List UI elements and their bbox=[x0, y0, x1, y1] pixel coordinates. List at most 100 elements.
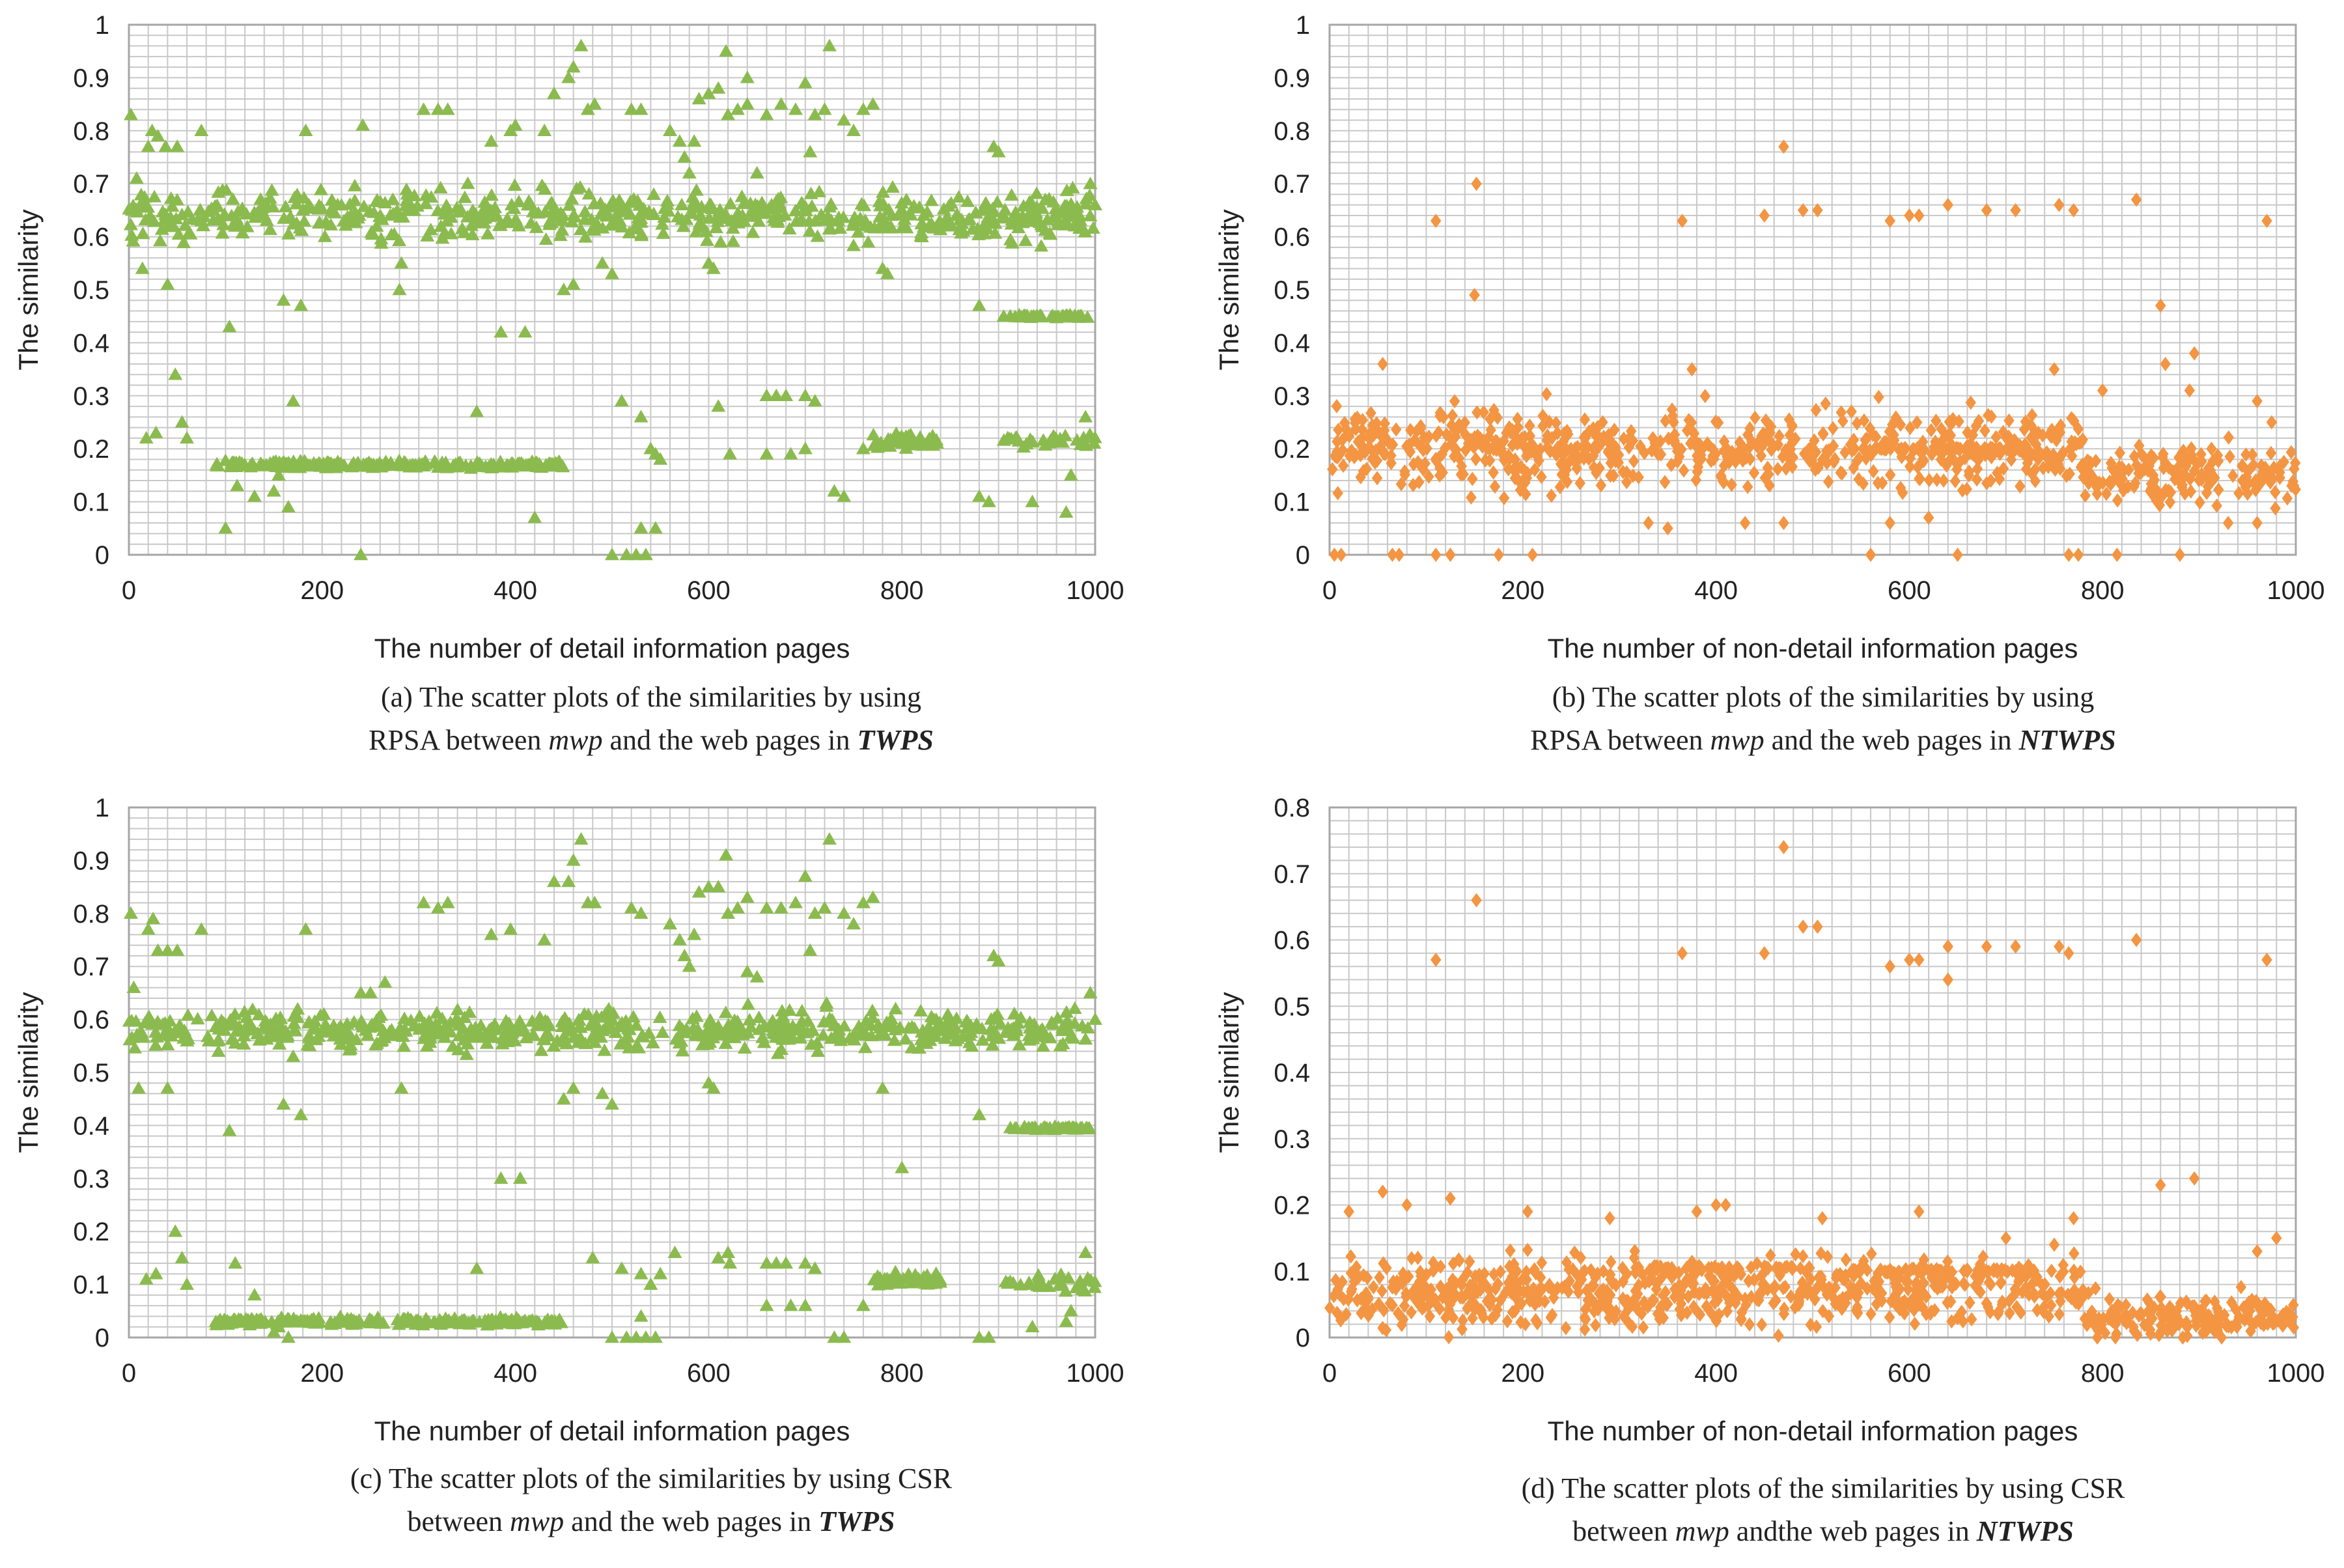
data-point bbox=[1506, 1285, 1517, 1300]
data-point bbox=[1911, 415, 1923, 430]
data-point bbox=[888, 1001, 903, 1015]
data-point bbox=[1739, 516, 1751, 531]
caption-text: and the web pages in bbox=[564, 1505, 818, 1537]
data-point bbox=[2160, 456, 2171, 471]
data-point bbox=[1447, 1256, 1459, 1271]
data-point bbox=[1580, 1312, 1591, 1327]
data-point bbox=[1349, 415, 1361, 430]
data-point bbox=[1613, 447, 1625, 462]
data-point bbox=[1447, 408, 1458, 423]
data-point bbox=[1877, 475, 1888, 490]
data-point bbox=[262, 222, 277, 235]
data-point bbox=[2028, 1263, 2040, 1278]
data-point bbox=[2186, 1299, 2198, 1314]
data-point bbox=[452, 1316, 467, 1330]
data-point bbox=[419, 196, 434, 210]
data-point bbox=[1471, 176, 1482, 191]
data-point bbox=[615, 1016, 630, 1029]
data-point bbox=[706, 1081, 721, 1094]
data-point bbox=[652, 1010, 667, 1023]
data-point bbox=[154, 222, 169, 235]
data-point bbox=[1485, 423, 1496, 438]
data-point bbox=[370, 193, 385, 206]
data-point bbox=[507, 178, 522, 191]
data-point bbox=[128, 1041, 143, 1054]
data-point bbox=[614, 393, 629, 407]
data-point bbox=[782, 221, 797, 234]
data-point bbox=[1782, 442, 1793, 457]
data-point bbox=[443, 1015, 458, 1028]
data-point bbox=[911, 1272, 926, 1285]
data-point bbox=[2156, 1300, 2167, 1315]
data-point bbox=[893, 1020, 908, 1033]
data-point bbox=[1649, 1259, 1660, 1274]
data-point bbox=[580, 102, 595, 115]
data-point bbox=[412, 1009, 427, 1022]
data-point bbox=[391, 233, 406, 247]
data-point bbox=[217, 207, 232, 220]
data-point bbox=[288, 459, 303, 473]
data-point bbox=[1913, 1204, 1925, 1219]
data-point bbox=[537, 123, 552, 137]
data-point bbox=[2083, 475, 2094, 490]
data-point bbox=[1472, 405, 1483, 420]
data-point bbox=[1470, 451, 1481, 466]
data-point bbox=[481, 1313, 496, 1326]
data-point bbox=[2270, 501, 2281, 516]
data-point bbox=[469, 404, 484, 417]
data-point bbox=[1536, 469, 1547, 484]
data-point bbox=[139, 1272, 154, 1285]
data-point bbox=[684, 206, 699, 219]
data-point bbox=[858, 1040, 872, 1054]
grid bbox=[128, 807, 1096, 1338]
data-point bbox=[653, 1267, 668, 1280]
caption-text: between bbox=[1572, 1515, 1675, 1547]
data-point bbox=[641, 1026, 656, 1039]
data-point bbox=[622, 1041, 637, 1054]
data-point bbox=[914, 229, 929, 242]
data-point bbox=[2160, 356, 2171, 371]
y-tick-label: 0 bbox=[95, 1324, 109, 1352]
data-point bbox=[675, 1044, 690, 1057]
caption-line-2: between mwp andthe web pages in NTWPS bbox=[1572, 1515, 2074, 1547]
data-point bbox=[1331, 399, 1343, 413]
data-point bbox=[289, 197, 304, 210]
data-point bbox=[2097, 383, 2108, 398]
data-point bbox=[689, 1009, 704, 1022]
data-point bbox=[2082, 453, 2093, 468]
data-point bbox=[1621, 465, 1632, 480]
data-point bbox=[803, 145, 818, 158]
y-tick-label: 0.2 bbox=[73, 1218, 109, 1246]
data-point bbox=[1083, 1273, 1098, 1286]
data-point bbox=[405, 457, 420, 470]
data-point bbox=[687, 134, 702, 147]
data-point bbox=[1772, 462, 1783, 477]
data-point bbox=[2063, 945, 2074, 960]
y-tick-label: 0.4 bbox=[1274, 329, 1310, 357]
data-point bbox=[605, 1097, 619, 1110]
data-point bbox=[1404, 438, 1415, 453]
data-point bbox=[578, 1036, 593, 1050]
data-point bbox=[816, 1028, 831, 1041]
data-point bbox=[2054, 1286, 2065, 1301]
data-point bbox=[1537, 408, 1548, 423]
data-point bbox=[663, 123, 678, 137]
data-point bbox=[1574, 475, 1585, 490]
data-point bbox=[960, 1020, 975, 1033]
data-point bbox=[1395, 477, 1407, 492]
data-point bbox=[578, 204, 593, 217]
data-point bbox=[1536, 1255, 1548, 1270]
data-point bbox=[513, 1171, 528, 1184]
data-point bbox=[1972, 461, 1983, 476]
data-point bbox=[940, 213, 955, 226]
data-point bbox=[301, 1030, 316, 1043]
data-point bbox=[1658, 1298, 1669, 1313]
data-point bbox=[566, 853, 581, 866]
data-point bbox=[266, 199, 281, 213]
data-point bbox=[619, 548, 634, 561]
data-point bbox=[1016, 440, 1031, 453]
data-point bbox=[988, 226, 1003, 239]
data-point bbox=[1981, 203, 1992, 217]
data-point bbox=[751, 214, 766, 227]
data-point bbox=[1471, 893, 1482, 908]
